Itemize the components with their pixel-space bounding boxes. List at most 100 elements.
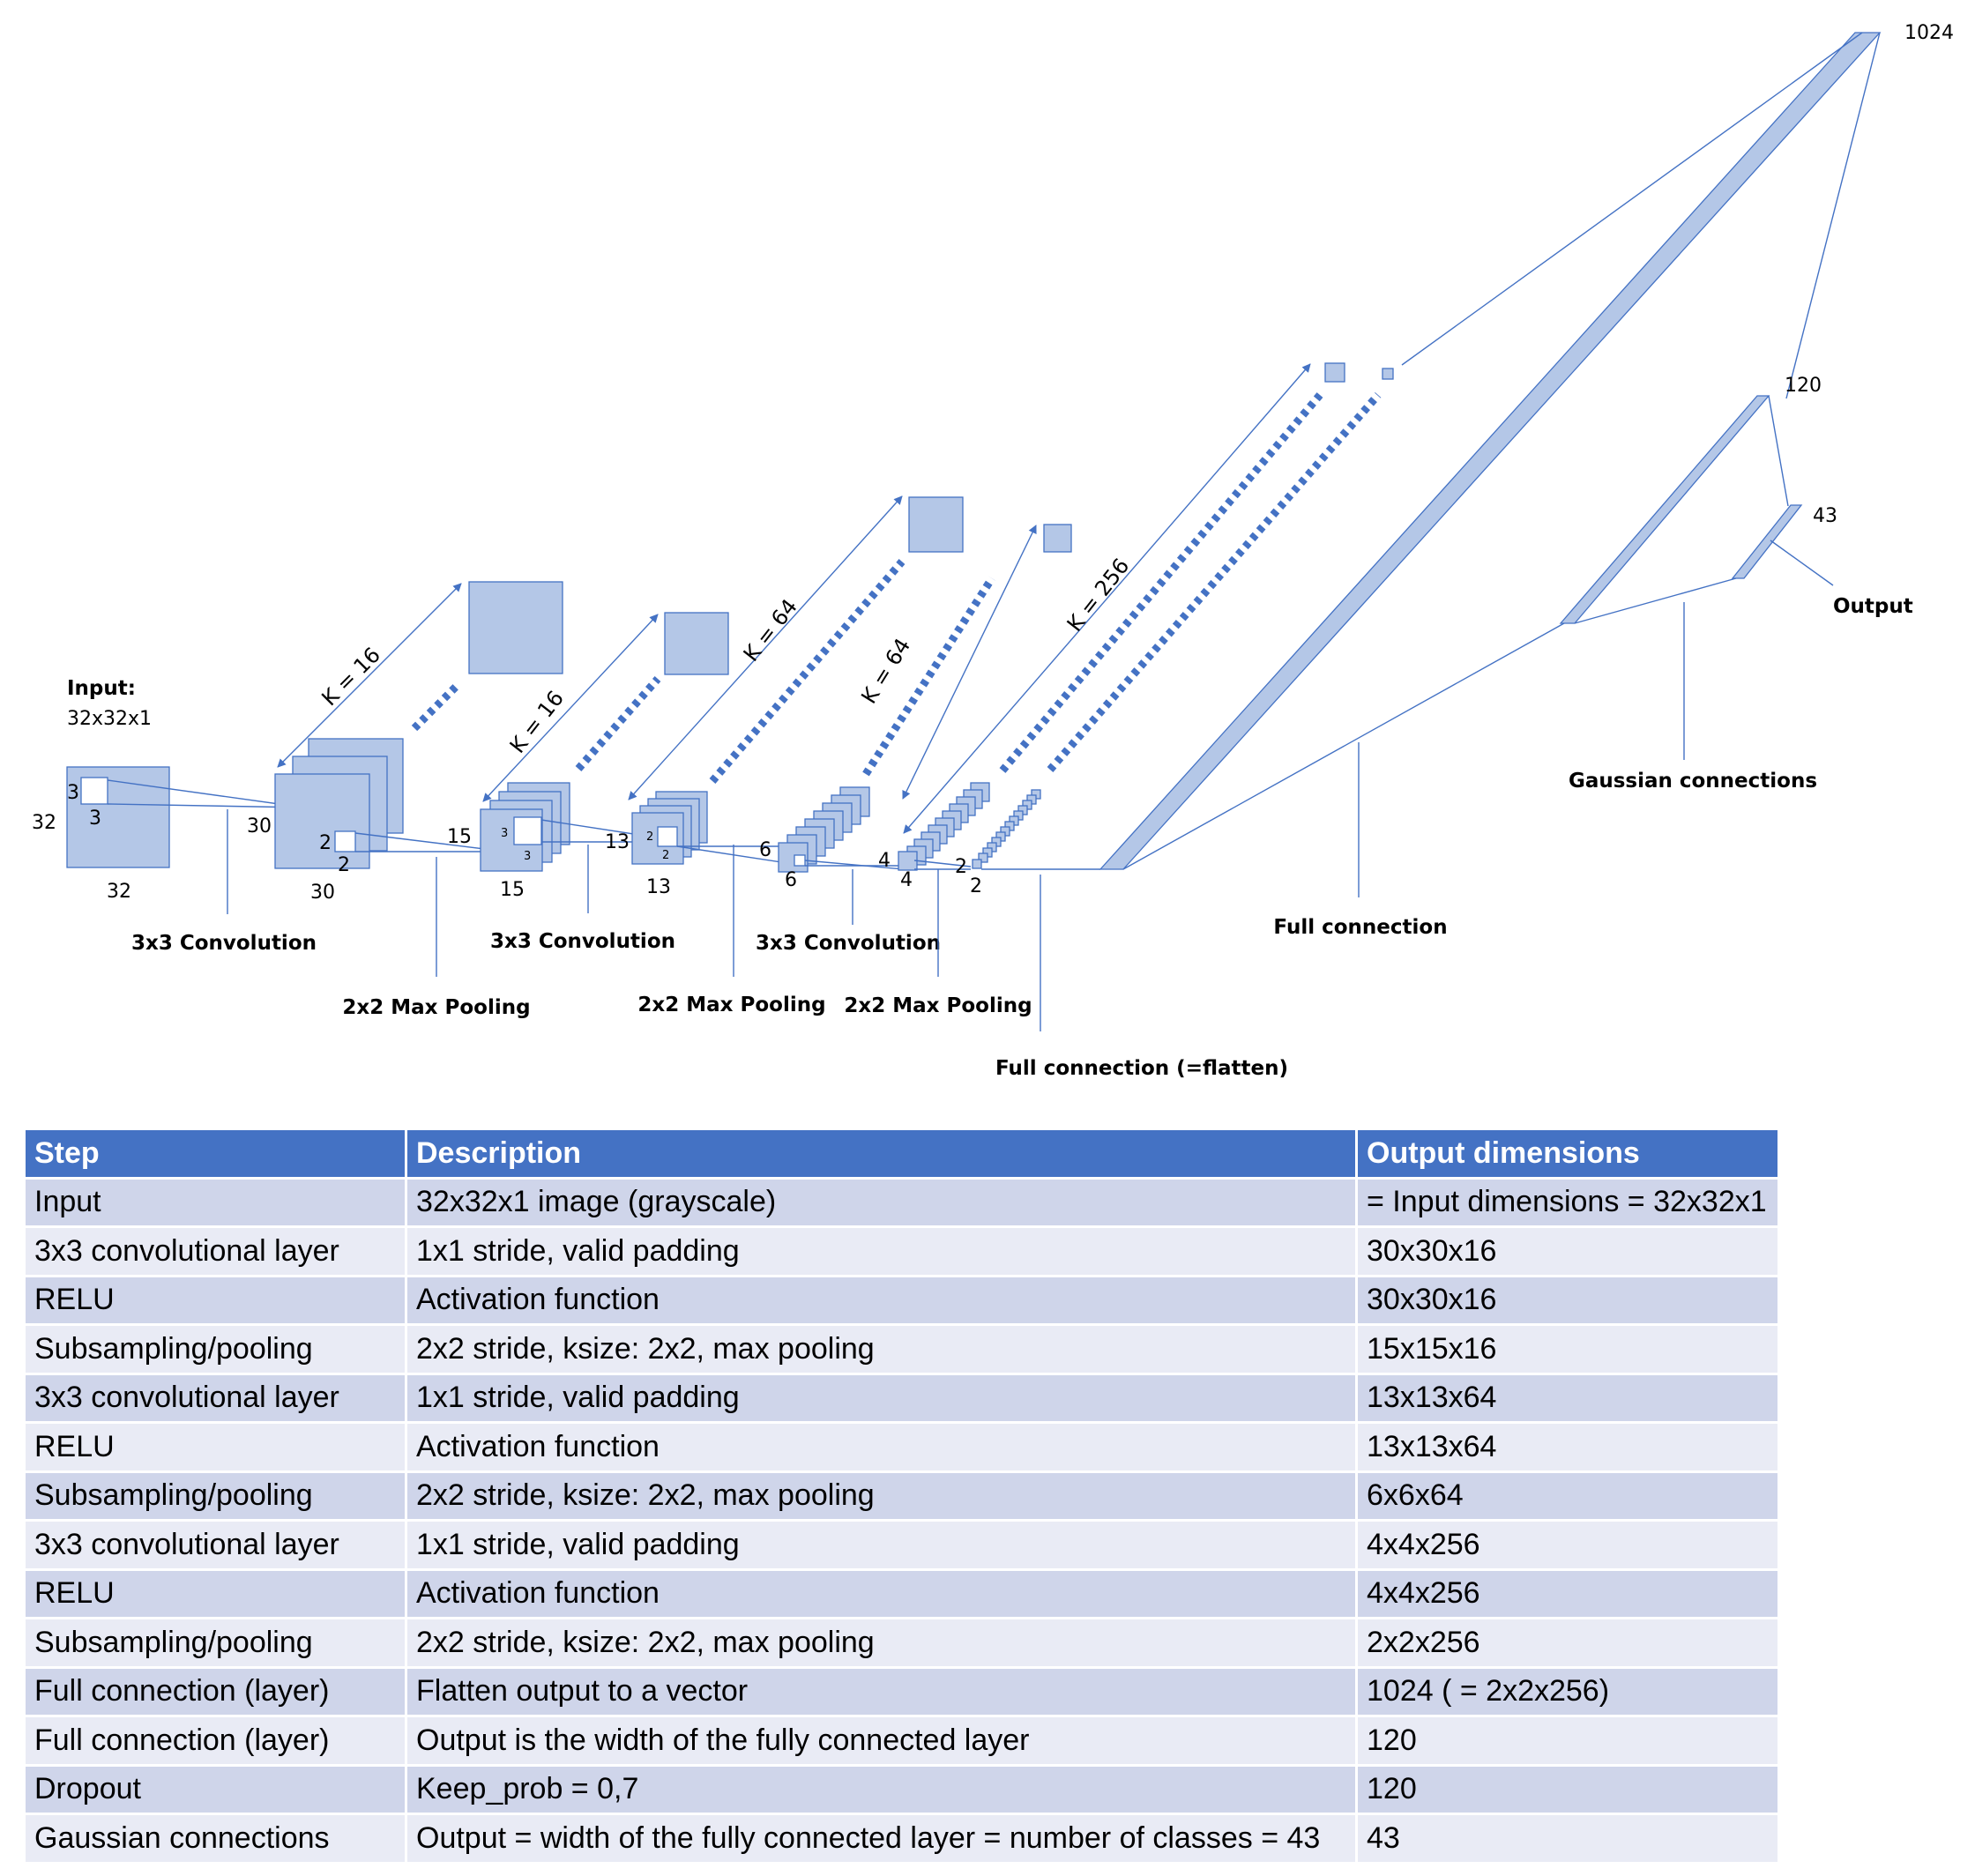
fc-120-bar — [1559, 395, 1770, 624]
conv3-depth-arrow — [903, 363, 1311, 834]
conv3-dim-side: 4 — [878, 850, 891, 872]
projection-line — [1768, 395, 1789, 507]
conv1-kernel-label-bottom: 2 — [338, 854, 350, 876]
pool3-block: 2 2 — [955, 368, 1394, 897]
label-output: Output — [1833, 595, 1913, 618]
header-step: Step — [26, 1130, 407, 1180]
table-row: Subsampling/pooling 2x2 stride, ksize: 2x… — [26, 1326, 1780, 1375]
table-header-row: Step Description Output dimensions — [26, 1130, 1780, 1180]
cell-output-dimensions: 4x4x256 — [1358, 1570, 1780, 1619]
cell-step: Full connection (layer) — [26, 1717, 407, 1767]
table-row: Input 32x32x1 image (grayscale) = Input di… — [26, 1179, 1780, 1228]
conv3-block: 4 4 K = 256 — [878, 362, 1345, 891]
cell-description: 1x1 stride, valid padding — [407, 1522, 1358, 1571]
conv2-kernel-window — [657, 826, 678, 847]
conv1-last-map — [468, 581, 563, 674]
cell-output-dimensions: 43 — [1358, 1815, 1780, 1865]
projection-line — [913, 860, 972, 867]
cell-output-dimensions: 120 — [1358, 1766, 1780, 1815]
cell-description: Activation function — [407, 1570, 1358, 1619]
cell-output-dimensions: 13x13x64 — [1358, 1374, 1780, 1424]
cell-description: 2x2 stride, ksize: 2x2, max pooling — [407, 1326, 1358, 1375]
fc-120-layer: 120 — [1559, 375, 1822, 624]
conv1-feature-map — [274, 773, 370, 869]
conv3-depth-dots — [999, 392, 1323, 773]
projection-line — [804, 860, 905, 870]
cell-output-dimensions: 120 — [1358, 1717, 1780, 1767]
cnn-architecture-diagram: Input: 32x32x1 32 32 3 3 30 30 2 2 K = 1… — [32, 22, 1954, 1080]
cell-output-dimensions: 2x2x256 — [1358, 1619, 1780, 1669]
cell-output-dimensions: 13x13x64 — [1358, 1424, 1780, 1473]
cell-step: Subsampling/pooling — [26, 1619, 407, 1669]
projection-line — [1401, 32, 1863, 366]
table-row: Dropout Keep_prob = 0,7 120 — [26, 1766, 1780, 1815]
input-title: Input: — [67, 677, 136, 700]
pool3-last-map — [1382, 368, 1394, 380]
cell-step: Subsampling/pooling — [26, 1472, 407, 1522]
cell-step: RELU — [26, 1424, 407, 1473]
input-dim-side: 32 — [32, 812, 56, 834]
cell-description: 2x2 stride, ksize: 2x2, max pooling — [407, 1472, 1358, 1522]
conv2-block: 13 13 2 2 K = 64 — [605, 495, 964, 898]
cell-step: RELU — [26, 1570, 407, 1619]
pool1-depth-label: K = 16 — [505, 686, 569, 758]
input-block: Input: 32x32x1 32 32 3 3 — [32, 677, 170, 903]
conv1-depth-label: K = 16 — [317, 643, 385, 711]
projection-line — [107, 779, 305, 808]
input-size: 32x32x1 — [67, 708, 152, 730]
cell-description: Flatten output to a vector — [407, 1668, 1358, 1717]
conv1-depth-dots — [411, 682, 460, 732]
projection-line — [1785, 32, 1881, 399]
table-row: RELU Activation function 13x13x64 — [26, 1424, 1780, 1473]
label-conv2: 3x3 Convolution — [490, 930, 675, 953]
callout-line — [1770, 540, 1834, 586]
cell-description: Keep_prob = 0,7 — [407, 1766, 1358, 1815]
header-description: Description — [407, 1130, 1358, 1180]
cell-step: Full connection (layer) — [26, 1668, 407, 1717]
label-full-connection: Full connection — [1273, 916, 1447, 939]
pool1-last-map — [664, 612, 729, 675]
pool2-kernel-window — [794, 854, 806, 867]
cell-description: 1x1 stride, valid padding — [407, 1374, 1358, 1424]
conv1-dim-side: 30 — [247, 815, 272, 838]
cell-description: Activation function — [407, 1277, 1358, 1326]
pool1-dim-side: 15 — [447, 826, 472, 848]
cell-output-dimensions: 1024 ( = 2x2x256) — [1358, 1668, 1780, 1717]
fc-flatten-bar — [1099, 32, 1882, 870]
pool1-kernel-label-side: 3 — [501, 827, 508, 840]
conv2-depth-label: K = 64 — [739, 594, 802, 666]
table-row: RELU Activation function 30x30x16 — [26, 1277, 1780, 1326]
cell-step: RELU — [26, 1277, 407, 1326]
label-pool3: 2x2 Max Pooling — [844, 994, 1032, 1017]
table-row: Subsampling/pooling 2x2 stride, ksize: 2x… — [26, 1472, 1780, 1522]
pool3-dim-bottom: 2 — [970, 875, 982, 897]
fc-flatten-size: 1024 — [1904, 22, 1954, 44]
projection-line — [107, 803, 305, 808]
input-kernel-label-bottom: 3 — [89, 808, 101, 830]
cell-description: Activation function — [407, 1424, 1358, 1473]
projection-line — [1574, 577, 1737, 624]
label-pool2: 2x2 Max Pooling — [637, 994, 825, 1016]
fc-flatten-layer: 1024 — [1099, 22, 1954, 870]
conv3-dim-bottom: 4 — [900, 869, 913, 891]
label-gaussian: Gaussian connections — [1569, 770, 1817, 793]
table-row: 3x3 convolutional layer 1x1 stride, valid… — [26, 1522, 1780, 1571]
conv2-kernel-label-bottom: 2 — [662, 849, 669, 862]
fc-120-size: 120 — [1785, 375, 1822, 397]
conv3-last-map — [1324, 362, 1345, 383]
cell-step: Subsampling/pooling — [26, 1326, 407, 1375]
label-conv1: 3x3 Convolution — [131, 932, 317, 955]
operation-labels: 3x3 Convolution 2x2 Max Pooling 3x3 Conv… — [131, 540, 1913, 1080]
table-body: Input 32x32x1 image (grayscale) = Input di… — [26, 1179, 1780, 1865]
conv2-dim-side: 13 — [605, 831, 630, 853]
conv3-feature-map — [898, 851, 918, 871]
cell-output-dimensions: 4x4x256 — [1358, 1522, 1780, 1571]
table-row: 3x3 convolutional layer 1x1 stride, valid… — [26, 1374, 1780, 1424]
cell-output-dimensions: 30x30x16 — [1358, 1277, 1780, 1326]
output-size: 43 — [1813, 505, 1837, 527]
table-row: Subsampling/pooling 2x2 stride, ksize: 2x… — [26, 1619, 1780, 1669]
conv2-kernel-label-side: 2 — [646, 830, 653, 844]
pool2-last-map — [1043, 524, 1072, 553]
table-row: Full connection (layer) Flatten output to… — [26, 1668, 1780, 1717]
cell-step: 3x3 convolutional layer — [26, 1228, 407, 1277]
